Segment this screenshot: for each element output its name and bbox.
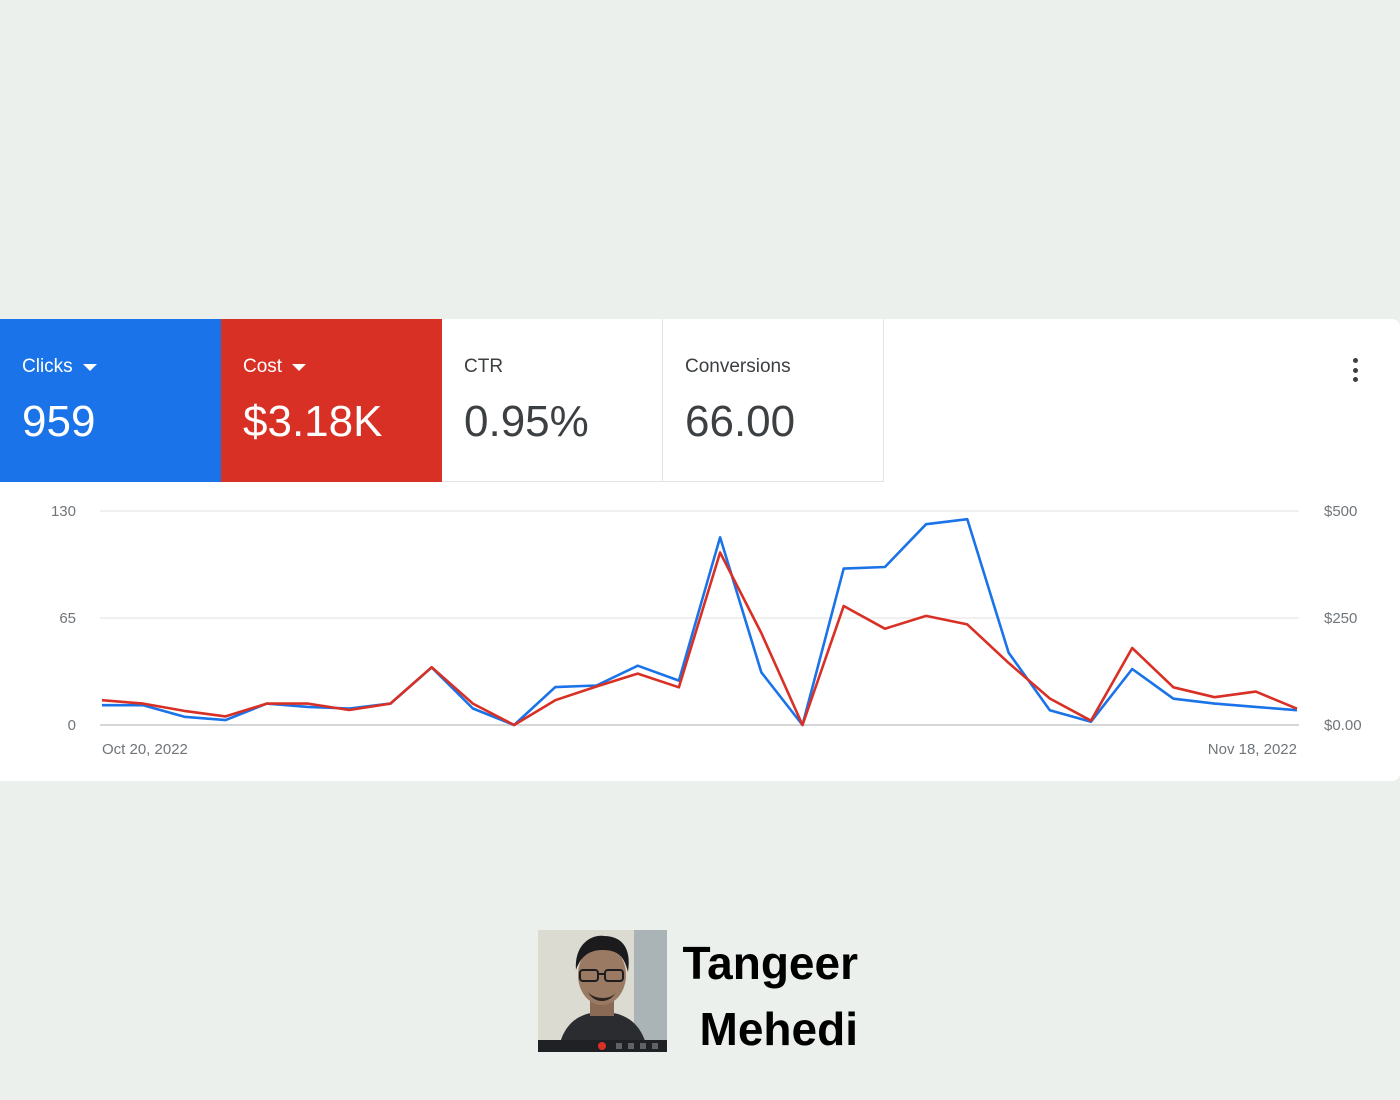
clicks-value: 959 xyxy=(22,397,96,446)
person-photo xyxy=(538,930,667,1052)
ctr-value: 0.95% xyxy=(464,397,589,446)
author-name: Tangeer Mehedi xyxy=(668,930,858,1062)
x-end-label: Nov 18, 2022 xyxy=(1208,741,1297,758)
y-left-tick-label: 130 xyxy=(51,503,76,520)
author-first-name: Tangeer xyxy=(682,937,858,989)
y-left-tick-label: 65 xyxy=(59,610,76,627)
y-left-tick-label: 0 xyxy=(68,717,76,734)
cost-series-line xyxy=(101,551,1298,727)
conversions-label: Conversions xyxy=(685,356,791,377)
author-last-name: Mehedi xyxy=(699,1003,858,1055)
more-vert-icon[interactable] xyxy=(1344,355,1366,385)
y-right-tick-label: $250 xyxy=(1324,610,1357,627)
x-start-label: Oct 20, 2022 xyxy=(102,741,188,758)
clicks-series-line xyxy=(102,517,1298,727)
author-block: Tangeer Mehedi xyxy=(538,930,858,1055)
performance-card: Clicks 959 Cost $3.18K CTR 0.95% Convers… xyxy=(0,319,1400,781)
conversions-value: 66.00 xyxy=(685,397,796,446)
y-right-tick-label: $500 xyxy=(1324,503,1357,520)
clicks-tile[interactable]: Clicks 959 xyxy=(0,319,221,482)
line-chart: 0 $0.00 65 $250 130 $500 Oct 20, 2022 Nov 18, 2… xyxy=(51,503,1362,758)
conversions-tile[interactable]: Conversions 66.00 xyxy=(663,319,884,482)
cost-label[interactable]: Cost xyxy=(243,356,307,378)
clicks-label[interactable]: Clicks xyxy=(22,356,97,378)
dropdown-caret-icon[interactable] xyxy=(82,363,97,371)
metric-tiles: Clicks 959 Cost $3.18K CTR 0.95% Convers… xyxy=(0,319,884,482)
cost-value: $3.18K xyxy=(243,397,383,446)
y-right-tick-label: $0.00 xyxy=(1324,717,1362,734)
ctr-tile[interactable]: CTR 0.95% xyxy=(442,319,663,482)
ctr-label: CTR xyxy=(464,356,504,377)
dropdown-caret-icon[interactable] xyxy=(292,363,307,371)
cost-tile[interactable]: Cost $3.18K xyxy=(221,319,442,482)
